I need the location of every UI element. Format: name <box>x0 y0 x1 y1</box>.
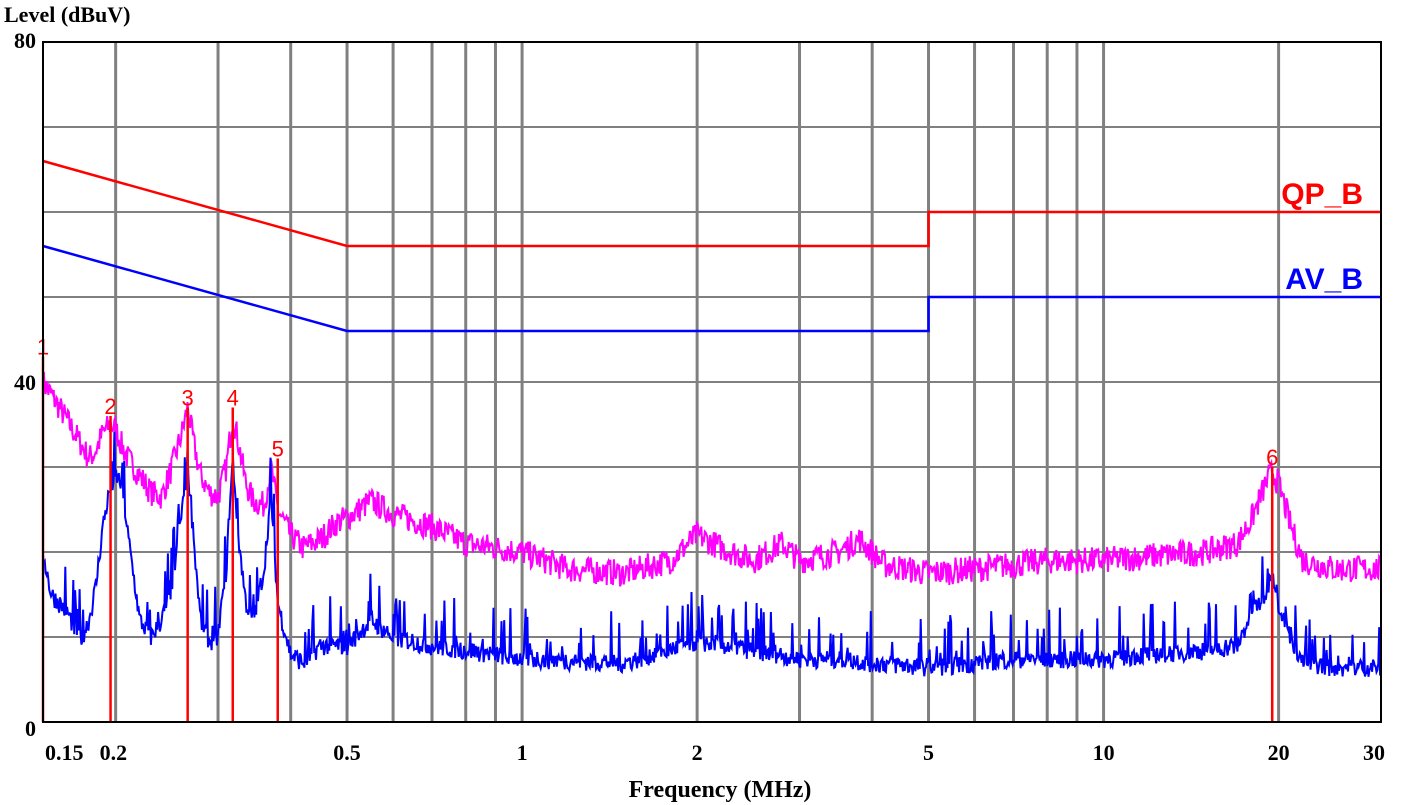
marker-label-6: 6 <box>1266 445 1278 470</box>
y-tick-label: 80 <box>14 28 36 53</box>
data-series <box>42 371 1382 677</box>
x-tick-label: 0.15 <box>45 740 84 765</box>
series-average-trace <box>42 431 1382 677</box>
marker-label-4: 4 <box>227 386 239 411</box>
y-tick-label: 0 <box>25 716 36 741</box>
y-axis-title: Level (dBuV) <box>4 2 131 27</box>
x-tick-label: 5 <box>923 740 934 765</box>
x-tick-label: 0.5 <box>333 740 361 765</box>
series-peak-trace <box>42 371 1382 587</box>
plot-frame <box>42 41 1382 723</box>
limit-label-av-b: AV_B <box>1285 263 1363 296</box>
y-tick-label: 40 <box>14 370 36 395</box>
grid <box>43 42 1381 722</box>
tick-labels: 0.15 0.2 0.5 1 2 5 10 20 30 0 40 80 <box>14 28 1385 765</box>
limit-lines: QP_B AV_B <box>42 159 1381 333</box>
limit-line-qp-b <box>42 159 1381 248</box>
x-tick-label: 10 <box>1093 740 1115 765</box>
marker-label-3: 3 <box>182 386 194 411</box>
x-axis-title: Frequency (MHz) <box>629 777 812 803</box>
marker-label-5: 5 <box>272 437 284 462</box>
x-tick-label: 1 <box>517 740 528 765</box>
limit-line-av-b <box>42 244 1381 333</box>
x-tick-label: 2 <box>692 740 703 765</box>
x-tick-label: 20 <box>1268 740 1290 765</box>
marker-label-2: 2 <box>104 394 116 419</box>
x-tick-label: 30 <box>1363 740 1385 765</box>
x-tick-label: 0.2 <box>100 740 128 765</box>
limit-label-qp-b: QP_B <box>1281 178 1363 211</box>
